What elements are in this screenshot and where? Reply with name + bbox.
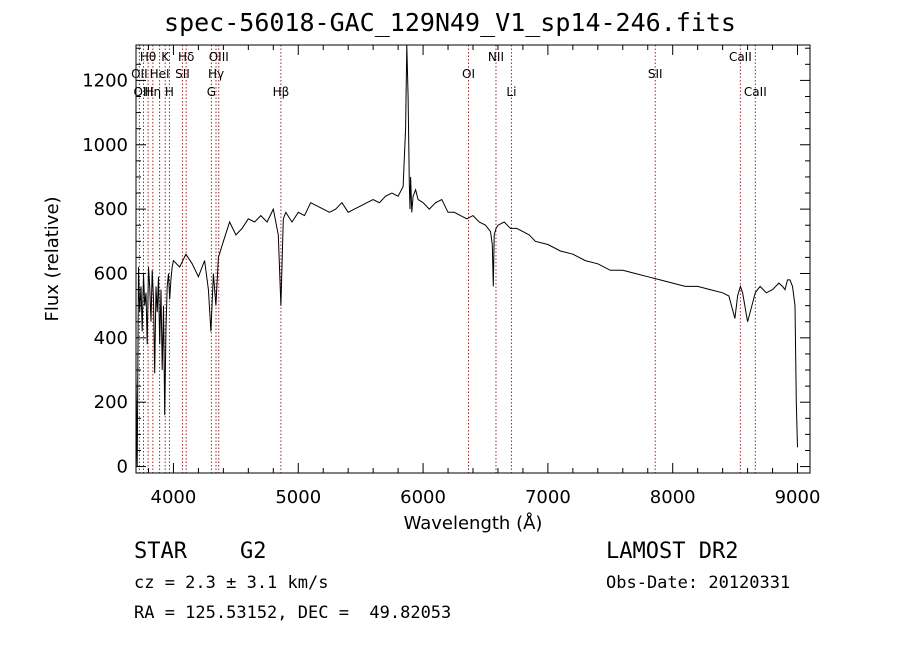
- line-label: OII: [131, 67, 148, 81]
- chart-title: spec-56018-GAC_129N49_V1_sp14-246.fits: [164, 8, 736, 37]
- plot-frame: [135, 44, 811, 474]
- y-axis-label: Flux (relative): [42, 196, 63, 321]
- line-label: NII: [488, 50, 504, 64]
- line-label: Hγ: [208, 67, 224, 81]
- y-tick-label: 1200: [82, 70, 128, 91]
- redshift-text: cz = 2.3 ± 3.1 km/s: [134, 573, 329, 593]
- y-tick-label: 400: [94, 328, 128, 349]
- line-label: OIII: [209, 50, 229, 64]
- object-class-value: STAR: [134, 539, 187, 564]
- x-tick-label: 9000: [775, 487, 821, 508]
- line-label: OI: [462, 67, 475, 81]
- line-label: OIII: [133, 85, 153, 99]
- subclass-value: G2: [239, 539, 267, 564]
- line-label: Hη: [145, 85, 162, 99]
- line-label: CaII: [729, 50, 752, 64]
- y-tick-label: 200: [94, 392, 128, 413]
- line-label: Hβ: [273, 85, 290, 99]
- line-label: HeI: [150, 67, 170, 81]
- x-tick-label: 5000: [275, 487, 321, 508]
- line-label: H: [165, 85, 174, 99]
- line-label: K: [161, 50, 170, 64]
- x-tick-label: 7000: [525, 487, 571, 508]
- y-tick-label: 600: [94, 263, 128, 284]
- line-label: Li: [506, 85, 516, 99]
- obs-date-text: Obs-Date: 20120331: [606, 573, 791, 593]
- line-label: SII: [175, 67, 190, 81]
- y-tick-label: 0: [117, 457, 128, 478]
- line-label: G: [207, 85, 216, 99]
- y-tick-label: 1000: [82, 135, 128, 156]
- spectrum-line: [135, 44, 798, 467]
- line-label: Hθ: [140, 50, 156, 64]
- x-tick-label: 4000: [151, 487, 197, 508]
- y-tick-label: 800: [94, 199, 128, 220]
- x-axis-label: Wavelength (Å): [404, 512, 543, 534]
- x-tick-label: 8000: [650, 487, 696, 508]
- line-label: SII: [648, 67, 663, 81]
- coordinates-text: RA = 125.53152, DEC = 49.82053: [134, 603, 452, 623]
- line-label: CaII: [744, 85, 767, 99]
- x-tick-label: 6000: [400, 487, 446, 508]
- survey-label: LAMOST DR2: [606, 539, 739, 564]
- line-label: Hδ: [178, 50, 194, 64]
- object-class-label: STAR G2: [134, 539, 266, 564]
